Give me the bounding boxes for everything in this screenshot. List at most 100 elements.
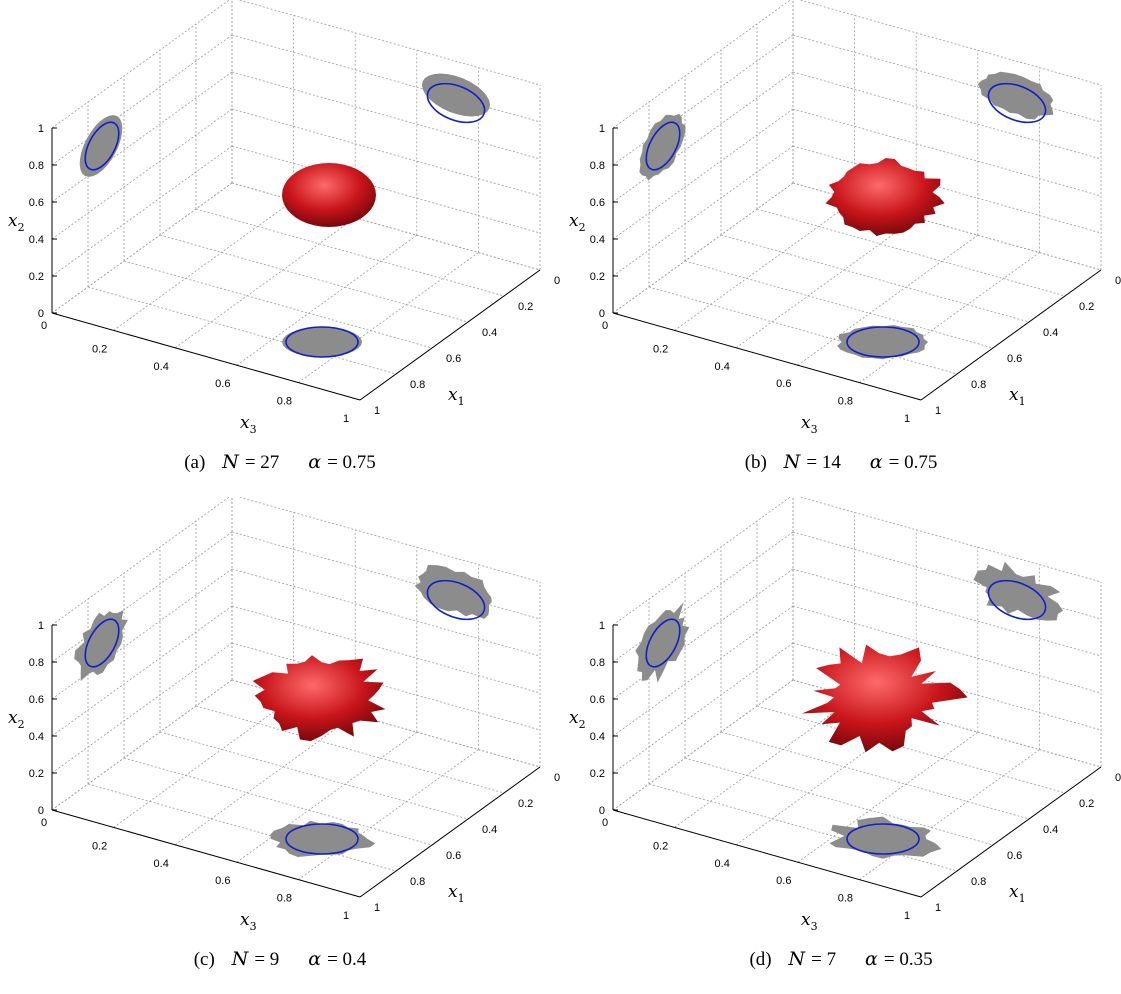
x3-tick-label: 0.6 <box>776 378 791 390</box>
subfigure-b: 0 0.2 0.4 0.6 0.8 1 0.2 0.4 0.6 0.8 1 0 0 0.2 0.4 0.6 0.… <box>561 0 1121 497</box>
caption-b: (b) N = 14 α = 0.75 <box>561 451 1121 474</box>
x2-tick-label: 1 <box>599 123 605 135</box>
grid-line <box>88 784 396 871</box>
caption-d: (d) N = 7 α = 0.35 <box>561 948 1121 971</box>
object-surface <box>253 655 386 741</box>
x3-tick-label: 0.2 <box>92 840 107 852</box>
x1-tick-label: 0.2 <box>1079 798 1094 810</box>
grid-line <box>793 35 1101 122</box>
grid-line <box>52 606 232 736</box>
subfigure-c: 0 0.2 0.4 0.6 0.8 1 0.2 0.4 0.6 0.8 1 0 0 0.2 0.4 0.6 0.… <box>0 497 560 994</box>
grid-line <box>232 35 540 122</box>
caption-c: (c) N = 9 α = 0.4 <box>0 948 560 971</box>
grid-line <box>232 183 540 270</box>
x1-tick-label: 0.2 <box>1079 301 1094 313</box>
object-surface <box>282 163 376 227</box>
x1-tick-label: 0.2 <box>518 798 533 810</box>
x2-axis-label: x2 <box>8 211 25 234</box>
x2-tick-label: 1 <box>38 620 44 632</box>
x3-tick-label: 1 <box>343 413 349 425</box>
x1-tick-label: 0.2 <box>518 301 533 313</box>
object-surface <box>802 645 968 753</box>
x2-tick-label: 0 <box>38 308 44 320</box>
grid-line <box>52 72 232 202</box>
reconstructed-object <box>282 163 376 227</box>
x2-tick-label: 1 <box>599 620 605 632</box>
grid-line <box>613 72 793 202</box>
caption-c-alpha: 0.4 <box>343 949 367 970</box>
projections <box>71 65 496 357</box>
caption-d-n: 7 <box>827 949 837 970</box>
grid-line <box>52 146 232 276</box>
left-wall-projection <box>624 592 702 690</box>
x1-tick-label: 0.6 <box>1007 850 1022 862</box>
object-surface <box>826 158 945 236</box>
tick-labels: 00.20.40.60.810.20.40.60.81000.20.40.60.… <box>29 123 560 425</box>
caption-a-label: (a) <box>184 452 205 473</box>
x2-tick-label: 0.2 <box>29 271 44 283</box>
subfigure-a: 0 0.2 0.4 0.6 0.8 1 0.2 0.4 0.6 0.8 1 0 0 0.2 0.4 0.6 0.… <box>0 0 560 497</box>
plot-3d-a: 00.20.40.60.810.20.40.60.81000.20.40.60.… <box>0 0 560 440</box>
caption-a-alpha: 0.75 <box>343 452 376 473</box>
x1-tick-label: 0.4 <box>482 327 497 339</box>
x2-axis-label: x2 <box>8 708 25 731</box>
x2-tick-label: 0.8 <box>590 160 605 172</box>
back-wall-projection <box>966 553 1072 633</box>
x1-tick-label: 1 <box>935 405 941 417</box>
x2-tick-label: 0.4 <box>29 731 44 743</box>
x1-axis-label: x1 <box>1009 882 1026 905</box>
grid-line <box>52 497 232 625</box>
caption-d-label: (d) <box>749 949 771 970</box>
grid-line <box>613 680 793 810</box>
grid-line <box>52 109 232 239</box>
back-wall-projection <box>972 62 1062 128</box>
x2-tick-label: 0.8 <box>29 160 44 172</box>
x3-tick-label: 0.4 <box>154 858 169 870</box>
x2-tick-label: 0.4 <box>29 234 44 246</box>
x2-axis-label: x2 <box>569 211 586 234</box>
left-wall-projection <box>71 108 131 183</box>
grid-line <box>613 0 793 128</box>
x3-tick-label: 0.8 <box>838 396 853 408</box>
x2-tick-label: 0 <box>599 805 605 817</box>
x3-tick-label: 0 <box>41 320 47 332</box>
grid-line <box>613 35 793 165</box>
x2-tick-label: 0 <box>599 308 605 320</box>
x1-tick-label: 0.6 <box>446 353 461 365</box>
grid-line <box>685 261 993 348</box>
x2-tick-label: 0.2 <box>590 271 605 283</box>
x1-axis-label: x1 <box>1009 385 1026 408</box>
caption-c-label: (c) <box>194 949 215 970</box>
x1-tick-label: 0.6 <box>1007 353 1022 365</box>
x3-axis-label: x3 <box>801 413 818 436</box>
x3-tick-label: 1 <box>904 413 910 425</box>
grid-line <box>232 569 540 656</box>
x2-tick-label: 0.2 <box>590 768 605 780</box>
x2-tick-label: 0.6 <box>29 694 44 706</box>
x2-tick-label: 0.8 <box>29 657 44 669</box>
x3-axis-label: x3 <box>801 910 818 933</box>
x1-tick-label: 0.8 <box>971 876 986 888</box>
x3-tick-label: 1 <box>343 910 349 922</box>
grid-line <box>232 109 540 196</box>
x2-tick-label: 0.2 <box>29 768 44 780</box>
x2-tick-label: 0.4 <box>590 731 605 743</box>
grid-line <box>613 183 793 313</box>
x3-axis-label: x3 <box>240 910 257 933</box>
grid-line <box>232 72 540 159</box>
x3-tick-label: 0.2 <box>653 840 668 852</box>
left-wall-projection <box>629 106 695 188</box>
plot-3d-d: 00.20.40.60.810.20.40.60.81000.20.40.60.… <box>561 497 1121 937</box>
grid-line <box>232 532 540 619</box>
x1-tick-label: 0 <box>1115 772 1121 784</box>
x1-tick-label: 1 <box>935 902 941 914</box>
grid-line <box>613 109 793 239</box>
grid-line <box>88 287 396 374</box>
x1-tick-label: 0 <box>554 772 560 784</box>
grid-line <box>232 0 540 85</box>
x3-tick-label: 0.6 <box>215 378 230 390</box>
x3-tick-label: 0.4 <box>715 361 730 373</box>
x3-tick-label: 0.6 <box>776 875 791 887</box>
grid-line <box>124 261 432 348</box>
x2-tick-label: 0.8 <box>590 657 605 669</box>
